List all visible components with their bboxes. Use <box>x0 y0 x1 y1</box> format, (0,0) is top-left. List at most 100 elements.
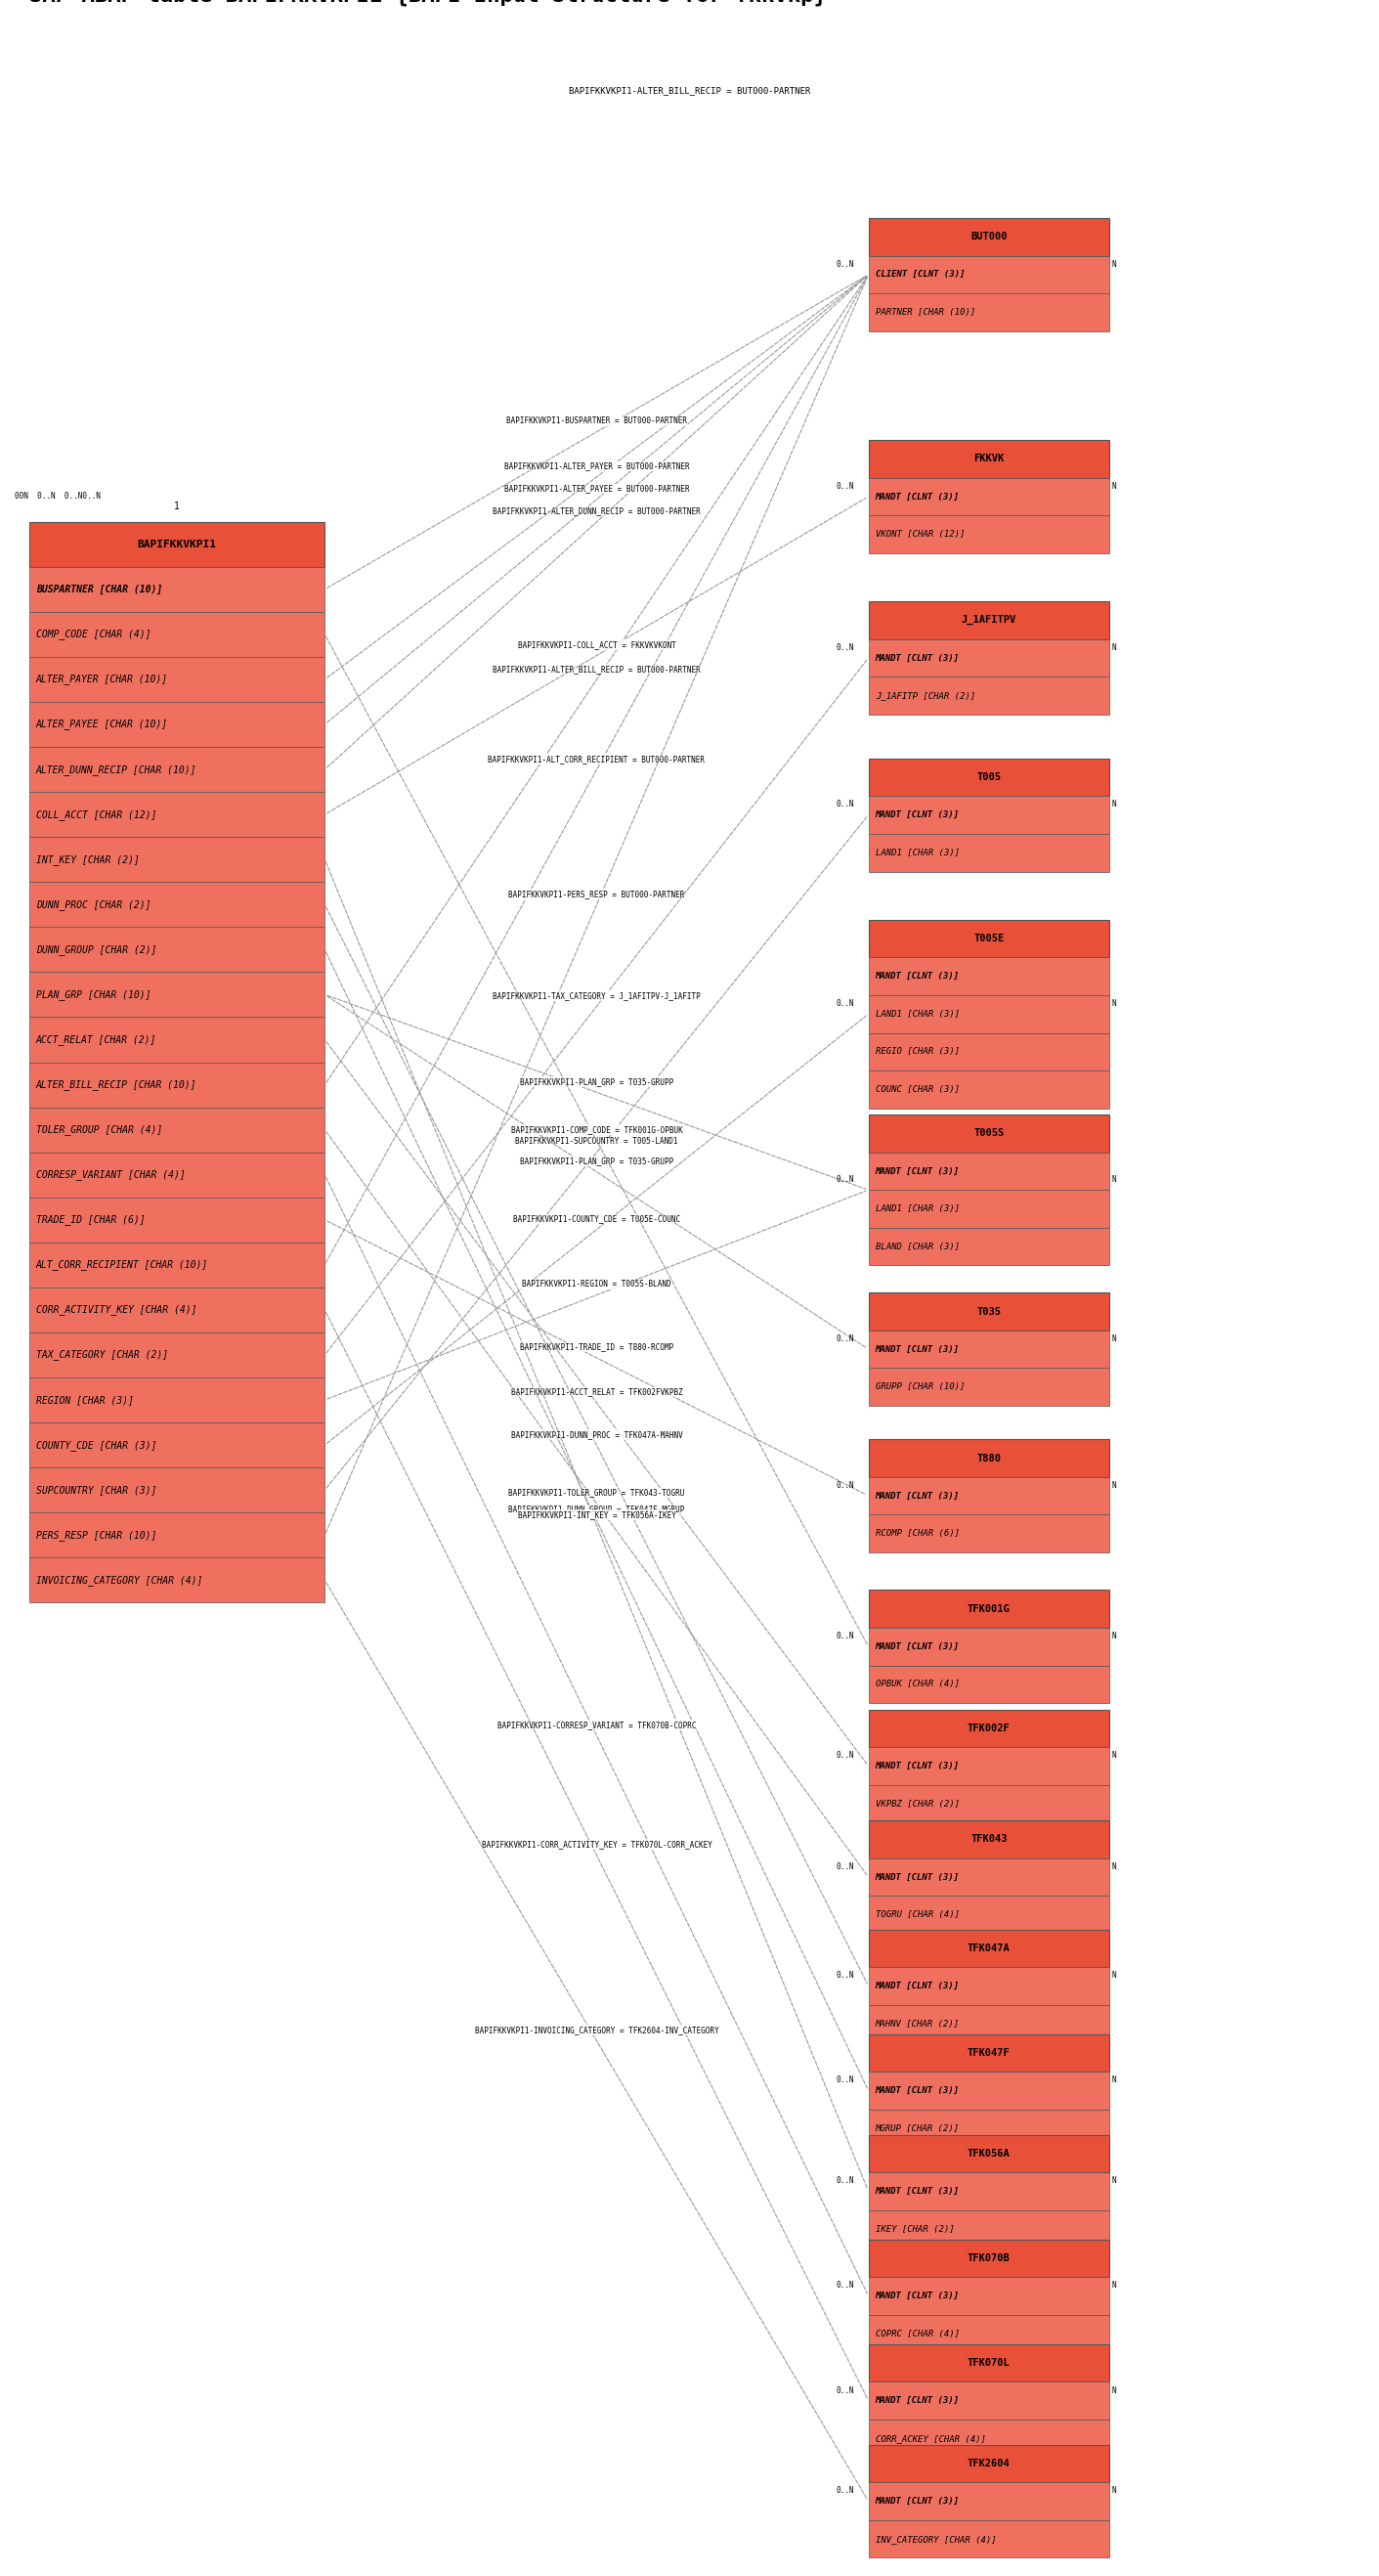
Text: MANDT [CLNT (3)]: MANDT [CLNT (3)] <box>876 1167 960 1175</box>
Text: COLL_ACCT [CHAR (12)]: COLL_ACCT [CHAR (12)] <box>36 809 156 819</box>
Text: BAPIFKKVKPI1-TAX_CATEGORY = J_1AFITPV-J_1AFITP: BAPIFKKVKPI1-TAX_CATEGORY = J_1AFITPV-J_… <box>492 992 701 999</box>
Text: MANDT [CLNT (3)]: MANDT [CLNT (3)] <box>876 971 960 981</box>
FancyBboxPatch shape <box>869 2445 1109 2483</box>
FancyBboxPatch shape <box>29 837 325 881</box>
Text: BAPIFKKVKPI1: BAPIFKKVKPI1 <box>138 538 217 549</box>
FancyBboxPatch shape <box>869 920 1109 958</box>
FancyBboxPatch shape <box>29 1018 325 1061</box>
Text: RCOMP [CHAR (6)]: RCOMP [CHAR (6)] <box>876 1530 960 1538</box>
FancyBboxPatch shape <box>29 791 325 837</box>
Text: BAPIFKKVKPI1-DUNN_GROUP = TFK047F-MGRUP: BAPIFKKVKPI1-DUNN_GROUP = TFK047F-MGRUP <box>509 1504 685 1515</box>
Text: ALTER_PAYEE [CHAR (10)]: ALTER_PAYEE [CHAR (10)] <box>36 719 168 729</box>
Text: BAPIFKKVKPI1-REGION = T005S-BLAND: BAPIFKKVKPI1-REGION = T005S-BLAND <box>523 1280 672 1288</box>
Text: 00N  0..N  0..N0..N: 00N 0..N 0..N0..N <box>15 492 101 500</box>
Text: 0..N: 0..N <box>837 1862 855 1870</box>
FancyBboxPatch shape <box>869 515 1109 554</box>
Text: BAPIFKKVKPI1-SUPCOUNTRY = T005-LAND1: BAPIFKKVKPI1-SUPCOUNTRY = T005-LAND1 <box>516 1139 678 1146</box>
Text: J_1AFITPV: J_1AFITPV <box>961 616 1016 626</box>
Text: MANDT [CLNT (3)]: MANDT [CLNT (3)] <box>876 2496 960 2506</box>
Text: BAPIFKKVKPI1-CORRESP_VARIANT = TFK070B-COPRC: BAPIFKKVKPI1-CORRESP_VARIANT = TFK070B-C… <box>498 1721 696 1728</box>
Text: TFK2604: TFK2604 <box>968 2458 1011 2468</box>
FancyBboxPatch shape <box>869 2316 1109 2352</box>
Text: 0..N: 0..N <box>837 260 855 268</box>
FancyBboxPatch shape <box>869 2071 1109 2110</box>
FancyBboxPatch shape <box>29 567 325 611</box>
FancyBboxPatch shape <box>869 1293 1109 1329</box>
Text: N: N <box>1111 2486 1117 2496</box>
Text: REGIO [CHAR (3)]: REGIO [CHAR (3)] <box>876 1048 960 1056</box>
Text: TFK056A: TFK056A <box>968 2148 1011 2159</box>
FancyBboxPatch shape <box>869 835 1109 871</box>
Text: N: N <box>1111 2177 1117 2184</box>
Text: 0..N: 0..N <box>837 999 855 1007</box>
Text: BAPIFKKVKPI1-TRADE_ID = T880-RCOMP: BAPIFKKVKPI1-TRADE_ID = T880-RCOMP <box>520 1342 673 1352</box>
Text: 0..N: 0..N <box>837 2486 855 2496</box>
Text: CORR_ACTIVITY_KEY [CHAR (4)]: CORR_ACTIVITY_KEY [CHAR (4)] <box>36 1303 197 1316</box>
Text: N: N <box>1111 1631 1117 1641</box>
Text: BAPIFKKVKPI1-ALT_CORR_RECIPIENT = BUT000-PARTNER: BAPIFKKVKPI1-ALT_CORR_RECIPIENT = BUT000… <box>488 755 705 762</box>
Text: N: N <box>1111 1175 1117 1185</box>
Text: BUSPARTNER [CHAR (10)]: BUSPARTNER [CHAR (10)] <box>36 585 163 595</box>
Text: TFK043: TFK043 <box>971 1834 1007 1844</box>
Text: LAND1 [CHAR (3)]: LAND1 [CHAR (3)] <box>876 1010 960 1018</box>
FancyBboxPatch shape <box>869 1710 1109 1747</box>
FancyBboxPatch shape <box>869 1589 1109 1628</box>
FancyBboxPatch shape <box>29 1512 325 1558</box>
Text: BAPIFKKVKPI1-ALTER_PAYER = BUT000-PARTNER: BAPIFKKVKPI1-ALTER_PAYER = BUT000-PARTNE… <box>503 461 690 471</box>
Text: 0..N: 0..N <box>837 801 855 809</box>
Text: N: N <box>1111 260 1117 268</box>
Text: BAPIFKKVKPI1-ALTER_BILL_RECIP = BUT000-PARTNER: BAPIFKKVKPI1-ALTER_BILL_RECIP = BUT000-P… <box>492 665 701 672</box>
Text: J_1AFITP [CHAR (2)]: J_1AFITP [CHAR (2)] <box>876 690 975 701</box>
Text: MANDT [CLNT (3)]: MANDT [CLNT (3)] <box>876 2293 960 2300</box>
FancyBboxPatch shape <box>29 1198 325 1242</box>
FancyBboxPatch shape <box>29 1242 325 1288</box>
Text: ALTER_DUNN_RECIP [CHAR (10)]: ALTER_DUNN_RECIP [CHAR (10)] <box>36 765 197 775</box>
Text: VKPBZ [CHAR (2)]: VKPBZ [CHAR (2)] <box>876 1801 960 1808</box>
FancyBboxPatch shape <box>869 1329 1109 1368</box>
FancyBboxPatch shape <box>869 219 1109 255</box>
FancyBboxPatch shape <box>869 2004 1109 2043</box>
Text: VKONT [CHAR (12)]: VKONT [CHAR (12)] <box>876 531 964 538</box>
Text: BAPIFKKVKPI1-ALTER_PAYEE = BUT000-PARTNER: BAPIFKKVKPI1-ALTER_PAYEE = BUT000-PARTNE… <box>503 484 690 492</box>
Text: 0..N: 0..N <box>837 2282 855 2290</box>
Text: MANDT [CLNT (3)]: MANDT [CLNT (3)] <box>876 1492 960 1499</box>
FancyBboxPatch shape <box>29 1468 325 1512</box>
Text: N: N <box>1111 2282 1117 2290</box>
Text: MANDT [CLNT (3)]: MANDT [CLNT (3)] <box>876 654 960 662</box>
Text: MANDT [CLNT (3)]: MANDT [CLNT (3)] <box>876 1981 960 1991</box>
Text: 0..N: 0..N <box>837 644 855 652</box>
FancyBboxPatch shape <box>869 2277 1109 2316</box>
FancyBboxPatch shape <box>29 747 325 791</box>
Text: 0..N: 0..N <box>837 1752 855 1759</box>
Text: TAX_CATEGORY [CHAR (2)]: TAX_CATEGORY [CHAR (2)] <box>36 1350 168 1360</box>
FancyBboxPatch shape <box>29 657 325 701</box>
FancyBboxPatch shape <box>29 1558 325 1602</box>
Text: COUNTY_CDE [CHAR (3)]: COUNTY_CDE [CHAR (3)] <box>36 1440 156 1450</box>
Text: MANDT [CLNT (3)]: MANDT [CLNT (3)] <box>876 2396 960 2406</box>
FancyBboxPatch shape <box>29 1151 325 1198</box>
Text: N: N <box>1111 801 1117 809</box>
Text: PLAN_GRP [CHAR (10)]: PLAN_GRP [CHAR (10)] <box>36 989 150 999</box>
FancyBboxPatch shape <box>869 1115 1109 1151</box>
FancyBboxPatch shape <box>869 677 1109 714</box>
FancyBboxPatch shape <box>869 1515 1109 1553</box>
FancyBboxPatch shape <box>869 1072 1109 1108</box>
Text: DUNN_GROUP [CHAR (2)]: DUNN_GROUP [CHAR (2)] <box>36 945 156 956</box>
Text: TRADE_ID [CHAR (6)]: TRADE_ID [CHAR (6)] <box>36 1213 145 1226</box>
FancyBboxPatch shape <box>869 1821 1109 1857</box>
Text: TFK047A: TFK047A <box>968 1942 1011 1953</box>
Text: OPBUK [CHAR (4)]: OPBUK [CHAR (4)] <box>876 1680 960 1690</box>
FancyBboxPatch shape <box>869 2519 1109 2558</box>
FancyBboxPatch shape <box>869 1033 1109 1072</box>
Text: BUT000: BUT000 <box>971 232 1007 242</box>
FancyBboxPatch shape <box>869 2172 1109 2210</box>
FancyBboxPatch shape <box>29 1061 325 1108</box>
FancyBboxPatch shape <box>869 1857 1109 1896</box>
FancyBboxPatch shape <box>869 2239 1109 2277</box>
FancyBboxPatch shape <box>869 1667 1109 1703</box>
Text: BAPIFKKVKPI1-PLAN_GRP = T035-GRUPP: BAPIFKKVKPI1-PLAN_GRP = T035-GRUPP <box>520 1077 673 1087</box>
FancyBboxPatch shape <box>869 2210 1109 2249</box>
Text: 0..N: 0..N <box>837 2177 855 2184</box>
Text: TFK002F: TFK002F <box>968 1723 1011 1734</box>
Text: 0..N: 0..N <box>837 482 855 489</box>
